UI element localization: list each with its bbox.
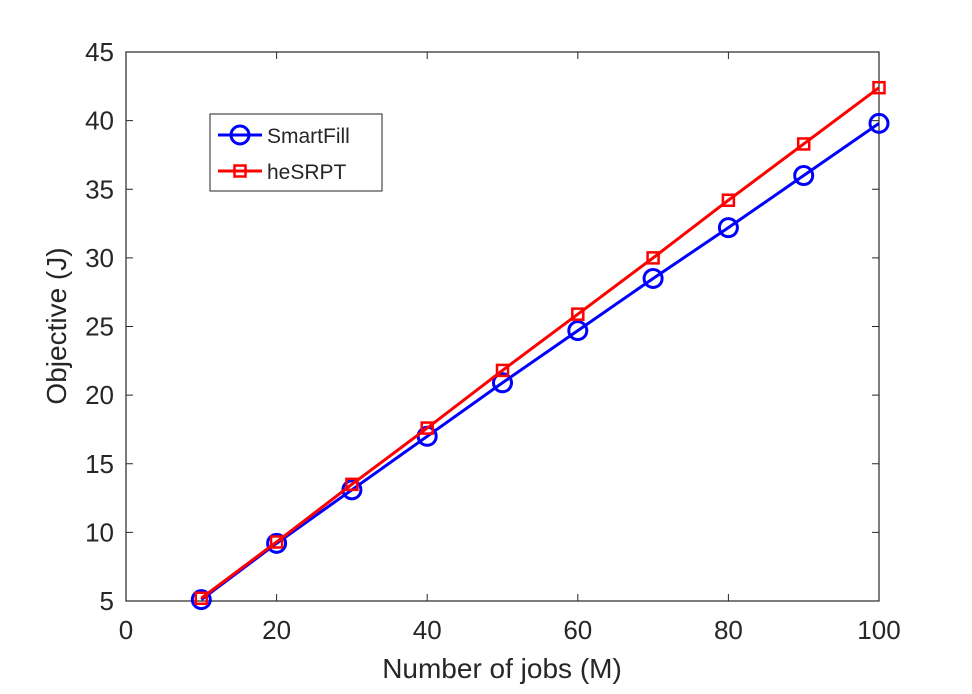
x-axis-label: Number of jobs (M) bbox=[382, 653, 622, 684]
data-point-hesrpt bbox=[796, 137, 811, 151]
data-point-smartfill bbox=[266, 532, 288, 554]
data-point-smartfill bbox=[642, 267, 664, 289]
data-point-hesrpt bbox=[495, 363, 510, 378]
y-tick-label: 15 bbox=[85, 449, 114, 479]
x-tick-label: 60 bbox=[563, 615, 592, 645]
legend-marker-hesrpt bbox=[233, 164, 247, 178]
data-point-hesrpt bbox=[721, 193, 736, 207]
data-point-smartfill bbox=[868, 112, 890, 134]
data-point-hesrpt bbox=[872, 80, 886, 95]
series-line-hesrpt bbox=[200, 86, 880, 600]
y-axis-label: Objective (J) bbox=[41, 247, 72, 404]
data-point-smartfill bbox=[717, 217, 739, 239]
data-point-hesrpt bbox=[646, 251, 660, 265]
legend-label-smartfill: SmartFill bbox=[267, 125, 350, 148]
data-point-smartfill bbox=[492, 372, 513, 394]
y-tick-label: 5 bbox=[100, 586, 114, 616]
data-point-smartfill bbox=[793, 165, 815, 187]
legend-marker-smartfill bbox=[229, 124, 251, 146]
y-tick-label: 45 bbox=[85, 37, 114, 67]
y-tick-label: 30 bbox=[85, 243, 114, 273]
series-layer bbox=[190, 80, 890, 611]
x-tick-label: 20 bbox=[262, 615, 291, 645]
data-point-smartfill bbox=[190, 589, 212, 611]
y-tick-label: 20 bbox=[85, 380, 114, 410]
x-tick-label: 100 bbox=[857, 615, 900, 645]
data-point-hesrpt bbox=[194, 591, 209, 606]
data-point-smartfill bbox=[567, 320, 589, 342]
y-tick-label: 10 bbox=[85, 517, 114, 547]
x-tick-label: 80 bbox=[714, 615, 743, 645]
data-point-hesrpt bbox=[269, 535, 284, 549]
data-point-hesrpt bbox=[345, 477, 359, 492]
y-tick-label: 40 bbox=[85, 106, 114, 136]
series-smartfill bbox=[190, 112, 890, 611]
data-point-hesrpt bbox=[420, 421, 434, 435]
data-point-hesrpt bbox=[571, 307, 585, 321]
y-tick-labels: 5 10 15 20 25 30 35 40 45 bbox=[85, 37, 114, 616]
x-tick-label: 40 bbox=[413, 615, 442, 645]
legend: SmartFill heSRPT bbox=[209, 113, 383, 192]
x-tick-labels: 0 20 40 60 80 100 bbox=[119, 615, 901, 645]
series-line-smartfill bbox=[200, 122, 880, 601]
series-hesrpt bbox=[194, 80, 886, 606]
y-tick-label: 35 bbox=[85, 174, 114, 204]
x-tick-label: 0 bbox=[119, 615, 133, 645]
plot-frame bbox=[125, 51, 880, 602]
y-tick-label: 25 bbox=[85, 312, 114, 342]
legend-label-hesrpt: heSRPT bbox=[267, 161, 347, 184]
